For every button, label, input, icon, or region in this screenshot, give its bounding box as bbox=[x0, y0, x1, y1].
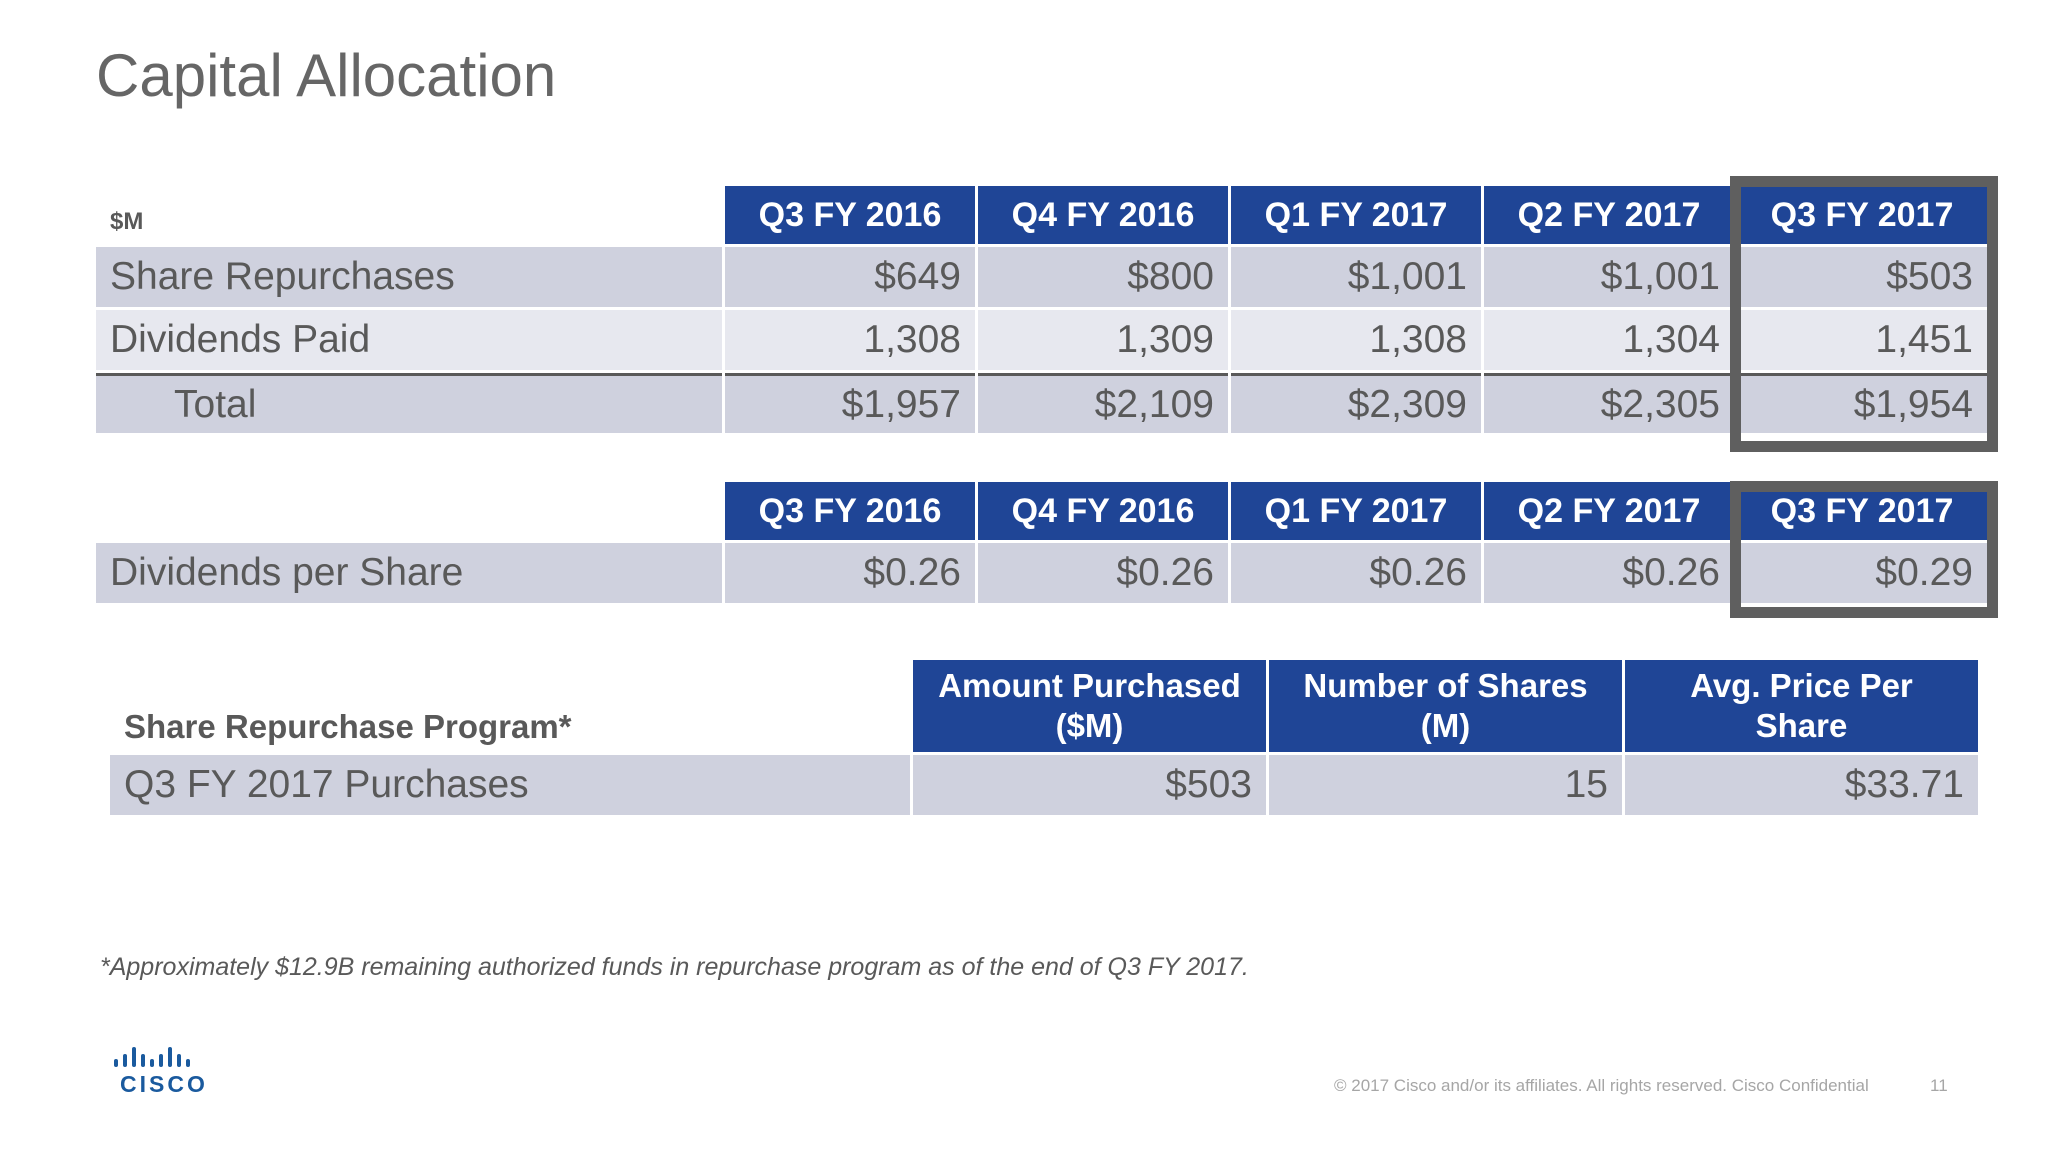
table-cell: 15 bbox=[1269, 755, 1622, 815]
table-cell: $2,309 bbox=[1231, 373, 1481, 433]
dividends-per-share-table: Q3 FY 2016 Q4 FY 2016 Q1 FY 2017 Q2 FY 2… bbox=[96, 482, 1987, 603]
row-label-q3-purchases: Q3 FY 2017 Purchases bbox=[110, 755, 910, 815]
table-cell: $0.26 bbox=[1231, 543, 1481, 603]
cisco-logo-text: CISCO bbox=[120, 1071, 208, 1097]
table-cell: 1,308 bbox=[725, 310, 975, 370]
copyright-text: © 2017 Cisco and/or its affiliates. All … bbox=[1334, 1076, 1869, 1095]
footnote: *Approximately $12.9B remaining authoriz… bbox=[100, 953, 1249, 981]
table-cell: 1,304 bbox=[1484, 310, 1734, 370]
page-number: 11 bbox=[1930, 1076, 1948, 1095]
column-header: Q3 FY 2016 bbox=[725, 186, 975, 244]
table-cell: $2,109 bbox=[978, 373, 1228, 433]
program-label: Share Repurchase Program* bbox=[124, 708, 572, 745]
column-header: Q1 FY 2017 bbox=[1231, 482, 1481, 540]
column-header-avg-price: Avg. Price Per Share bbox=[1625, 660, 1978, 752]
column-header-shares: Number of Shares (M) bbox=[1269, 660, 1622, 752]
table-cell: $649 bbox=[725, 247, 975, 307]
table-cell: 1,309 bbox=[978, 310, 1228, 370]
table-cell: $503 bbox=[1737, 247, 1987, 307]
capital-allocation-table: $M Q3 FY 2016 Q4 FY 2016 Q1 FY 2017 Q2 F… bbox=[96, 186, 1987, 433]
table-cell: $1,957 bbox=[725, 373, 975, 433]
table-cell: $2,305 bbox=[1484, 373, 1734, 433]
table-cell: $33.71 bbox=[1625, 755, 1978, 815]
cisco-bridge-logo-icon bbox=[114, 1047, 190, 1067]
table-cell: $0.26 bbox=[725, 543, 975, 603]
empty-header-cell bbox=[96, 482, 722, 540]
row-label-share-repurchases: Share Repurchases bbox=[96, 247, 722, 307]
table-cell: 1,308 bbox=[1231, 310, 1481, 370]
table-cell: 1,451 bbox=[1737, 310, 1987, 370]
table-cell: $800 bbox=[978, 247, 1228, 307]
column-header: Q3 FY 2017 bbox=[1737, 186, 1987, 244]
table-cell: $0.29 bbox=[1737, 543, 1987, 603]
column-header: Q2 FY 2017 bbox=[1484, 482, 1734, 540]
table-cell: $0.26 bbox=[978, 543, 1228, 603]
table-cell: $1,001 bbox=[1484, 247, 1734, 307]
column-header: Q3 FY 2017 bbox=[1737, 482, 1987, 540]
table-cell: $1,954 bbox=[1737, 373, 1987, 433]
row-label-dividends-paid: Dividends Paid bbox=[96, 310, 722, 370]
header-line: Avg. Price Per bbox=[1690, 667, 1913, 704]
share-repurchase-program-table: Share Repurchase Program* Amount Purchas… bbox=[110, 660, 1978, 815]
unit-label: $M bbox=[110, 208, 144, 235]
header-line: Amount Purchased bbox=[938, 667, 1241, 704]
header-line: ($M) bbox=[1055, 707, 1124, 744]
row-label-dividends-per-share: Dividends per Share bbox=[96, 543, 722, 603]
column-header: Q2 FY 2017 bbox=[1484, 186, 1734, 244]
header-line: Share bbox=[1755, 707, 1848, 744]
header-line: (M) bbox=[1420, 707, 1471, 744]
header-line: Number of Shares bbox=[1303, 667, 1588, 704]
page-title: Capital Allocation bbox=[96, 42, 557, 109]
column-header: Q4 FY 2016 bbox=[978, 186, 1228, 244]
table-cell: $1,001 bbox=[1231, 247, 1481, 307]
column-header: Q3 FY 2016 bbox=[725, 482, 975, 540]
table-cell: $503 bbox=[913, 755, 1266, 815]
column-header-amount: Amount Purchased ($M) bbox=[913, 660, 1266, 752]
row-label-total: Total bbox=[96, 373, 722, 433]
column-header: Q1 FY 2017 bbox=[1231, 186, 1481, 244]
table-cell: $0.26 bbox=[1484, 543, 1734, 603]
column-header: Q4 FY 2016 bbox=[978, 482, 1228, 540]
